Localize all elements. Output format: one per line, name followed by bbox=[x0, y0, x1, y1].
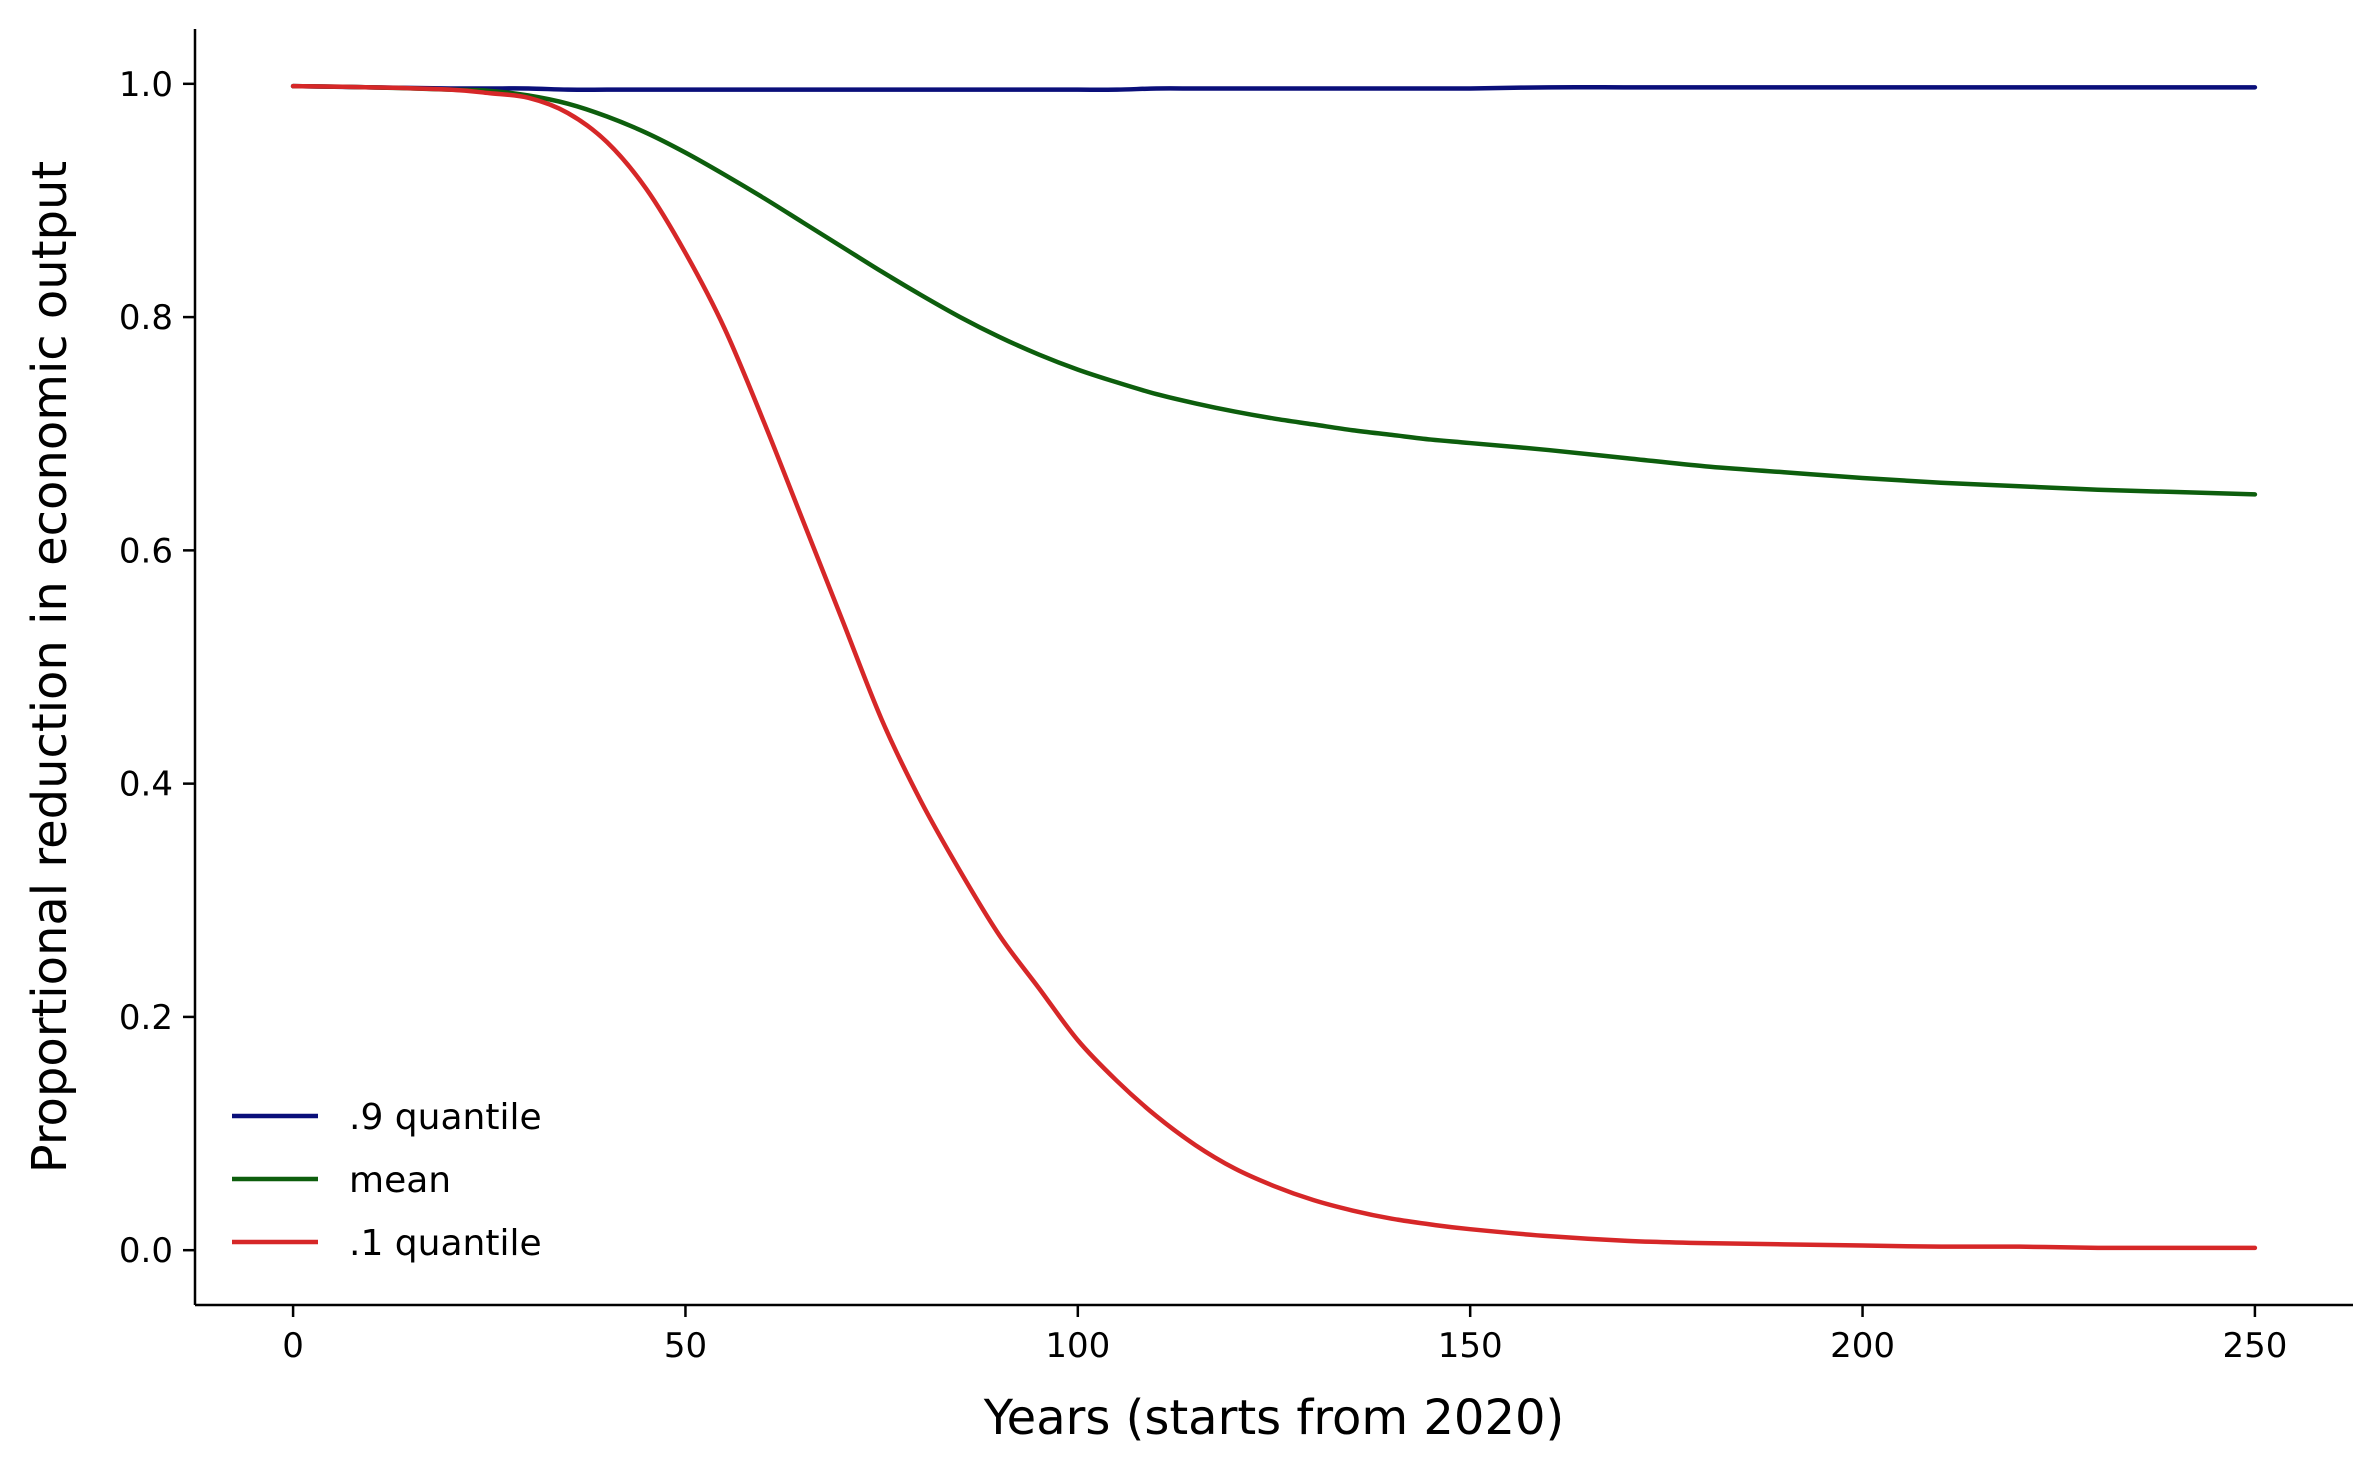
y-tick-label: 0.6 bbox=[119, 531, 173, 571]
y-tick-label: 0.8 bbox=[119, 298, 173, 338]
x-axis-title: Years (starts from 2020) bbox=[983, 1390, 1565, 1446]
x-ticks: 0 50 100 150 200 250 bbox=[282, 1305, 2287, 1366]
x-tick-label: 250 bbox=[2222, 1326, 2287, 1366]
legend-label-0: .9 quantile bbox=[349, 1097, 542, 1138]
x-tick-label: 200 bbox=[1830, 1326, 1895, 1366]
y-axis-title: Proportional reduction in economic outpu… bbox=[22, 161, 78, 1174]
y-tick-label: 0.4 bbox=[119, 765, 173, 805]
series-line-2 bbox=[290, 83, 2258, 1251]
y-ticks: 0.0 0.2 0.4 0.6 0.8 1.0 bbox=[119, 65, 195, 1271]
x-tick-label: 100 bbox=[1045, 1326, 1110, 1366]
y-tick-label: 1.0 bbox=[119, 65, 173, 105]
series-line-1 bbox=[290, 83, 2258, 497]
legend: .9 quantile mean .1 quantile bbox=[232, 1097, 542, 1264]
axes bbox=[193, 29, 2353, 1307]
series-lines bbox=[290, 83, 2258, 1251]
legend-label-1: mean bbox=[349, 1160, 451, 1201]
x-tick-label: 150 bbox=[1438, 1326, 1503, 1366]
series-line-0 bbox=[290, 83, 2258, 92]
legend-label-2: .1 quantile bbox=[349, 1223, 542, 1264]
y-tick-label: 0.2 bbox=[119, 998, 173, 1038]
x-tick-label: 0 bbox=[282, 1326, 304, 1366]
y-tick-label: 0.0 bbox=[119, 1231, 173, 1271]
x-tick-label: 50 bbox=[664, 1326, 707, 1366]
